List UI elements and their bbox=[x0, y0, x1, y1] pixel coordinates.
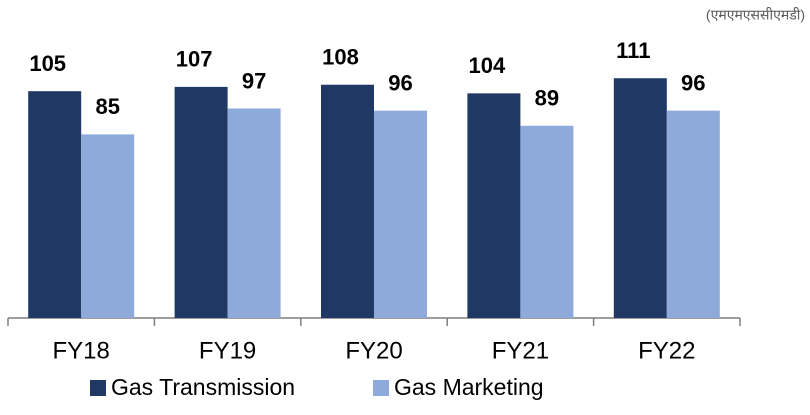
bar bbox=[227, 108, 281, 318]
x-tick-label: FY20 bbox=[345, 337, 402, 364]
x-tick-label: FY22 bbox=[638, 337, 695, 364]
bar bbox=[520, 125, 574, 318]
bar bbox=[28, 91, 82, 318]
bar bbox=[467, 93, 521, 318]
legend-swatch bbox=[373, 380, 389, 396]
bar bbox=[613, 78, 667, 319]
data-label: 85 bbox=[95, 94, 119, 119]
x-tick-label: FY18 bbox=[53, 337, 110, 364]
unit-label: (एमएमएससीएमडी) bbox=[706, 7, 805, 23]
data-label: 107 bbox=[176, 47, 213, 72]
data-label: 96 bbox=[388, 70, 412, 95]
legend-label: Gas Marketing bbox=[394, 374, 544, 400]
data-label: 97 bbox=[242, 68, 266, 93]
bar bbox=[666, 110, 720, 318]
bar bbox=[321, 84, 374, 318]
bar bbox=[374, 110, 427, 318]
data-label: 111 bbox=[616, 38, 650, 63]
data-label: 89 bbox=[535, 86, 559, 111]
data-label: 105 bbox=[29, 51, 66, 76]
data-label: 96 bbox=[681, 70, 705, 95]
bar bbox=[81, 134, 135, 318]
data-label: 104 bbox=[469, 53, 506, 78]
legend-label: Gas Transmission bbox=[111, 374, 295, 400]
x-tick-label: FY19 bbox=[199, 337, 256, 364]
data-label: 108 bbox=[322, 45, 359, 70]
x-tick-label: FY21 bbox=[492, 337, 549, 364]
legend-swatch bbox=[90, 380, 106, 396]
bar bbox=[174, 86, 228, 318]
